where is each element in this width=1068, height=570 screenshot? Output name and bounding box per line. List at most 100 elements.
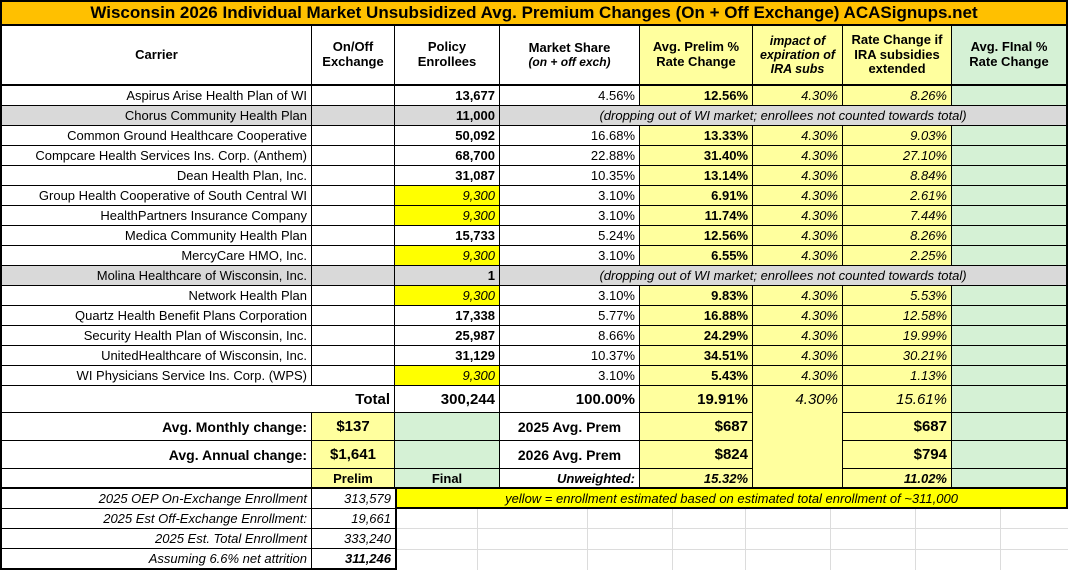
cell-enrollees[interactable]: 9,300 bbox=[395, 366, 500, 386]
cell-2025-avg-prem-label[interactable]: 2025 Avg. Prem bbox=[500, 413, 640, 441]
cell-onoff-exchange[interactable] bbox=[312, 186, 395, 206]
cell-onoff-exchange[interactable] bbox=[312, 266, 395, 286]
cell-rate-extended[interactable]: 9.03% bbox=[843, 126, 952, 146]
cell-2025-est-total-label[interactable]: 2025 Est. Total Enrollment bbox=[2, 529, 312, 548]
cell-prelim-rate[interactable]: 34.51% bbox=[640, 346, 753, 366]
cell-final-blank[interactable] bbox=[952, 441, 1066, 469]
cell-enrollees[interactable]: 9,300 bbox=[395, 186, 500, 206]
cell-market-share[interactable]: 3.10% bbox=[500, 246, 640, 266]
cell-carrier[interactable]: Common Ground Healthcare Cooperative bbox=[2, 126, 312, 146]
cell-rate-extended[interactable]: 8.26% bbox=[843, 226, 952, 246]
cell-enrollees[interactable]: 25,987 bbox=[395, 326, 500, 346]
cell-dropped-note[interactable]: (dropping out of WI market; enrollees no… bbox=[500, 266, 1066, 286]
cell-onoff-exchange[interactable] bbox=[312, 166, 395, 186]
cell-total-prelim-rate[interactable]: 19.91% bbox=[640, 386, 753, 413]
cell-onoff-exchange[interactable] bbox=[312, 306, 395, 326]
cell-final-rate[interactable] bbox=[952, 146, 1066, 166]
cell-market-share[interactable]: 5.24% bbox=[500, 226, 640, 246]
cell-carrier[interactable]: HealthPartners Insurance Company bbox=[2, 206, 312, 226]
cell-final-label[interactable]: Final bbox=[395, 469, 500, 487]
cell-enrollees[interactable]: 31,129 bbox=[395, 346, 500, 366]
cell-rate-extended[interactable]: 30.21% bbox=[843, 346, 952, 366]
cell-carrier[interactable]: Quartz Health Benefit Plans Corporation bbox=[2, 306, 312, 326]
cell-carrier[interactable]: MercyCare HMO, Inc. bbox=[2, 246, 312, 266]
cell-market-share[interactable]: 8.66% bbox=[500, 326, 640, 346]
cell-carrier[interactable]: Group Health Cooperative of South Centra… bbox=[2, 186, 312, 206]
cell-enrollees[interactable]: 68,700 bbox=[395, 146, 500, 166]
cell-final-blank[interactable] bbox=[952, 413, 1066, 441]
cell-onoff-exchange[interactable] bbox=[312, 206, 395, 226]
cell-onoff-exchange[interactable] bbox=[312, 326, 395, 346]
cell-final-rate[interactable] bbox=[952, 346, 1066, 366]
cell-onoff-exchange[interactable] bbox=[312, 146, 395, 166]
cell-final-blank[interactable] bbox=[395, 441, 500, 469]
cell-rate-extended[interactable]: 7.44% bbox=[843, 206, 952, 226]
cell-enrollees[interactable]: 50,092 bbox=[395, 126, 500, 146]
cell-market-share[interactable]: 3.10% bbox=[500, 206, 640, 226]
cell-rate-extended[interactable]: 8.84% bbox=[843, 166, 952, 186]
cell-prelim-rate[interactable]: 5.43% bbox=[640, 366, 753, 386]
cell-ira-impact[interactable]: 4.30% bbox=[753, 246, 843, 266]
cell-2025-oep-on-exchange-value[interactable]: 313,579 bbox=[344, 491, 391, 506]
cell-2026-avg-prem-label[interactable]: 2026 Avg. Prem bbox=[500, 441, 640, 469]
cell-onoff-exchange[interactable] bbox=[312, 246, 395, 266]
cell-prelim-rate[interactable]: 13.33% bbox=[640, 126, 753, 146]
cell-final-rate[interactable] bbox=[952, 306, 1066, 326]
cell-final-rate[interactable] bbox=[952, 246, 1066, 266]
cell-market-share[interactable]: 3.10% bbox=[500, 186, 640, 206]
cell-carrier[interactable]: WI Physicians Service Ins. Corp. (WPS) bbox=[2, 366, 312, 386]
cell-carrier[interactable]: Dean Health Plan, Inc. bbox=[2, 166, 312, 186]
cell-rate-extended[interactable]: 2.25% bbox=[843, 246, 952, 266]
cell-prelim-rate[interactable]: 11.74% bbox=[640, 206, 753, 226]
cell-market-share[interactable]: 3.10% bbox=[500, 366, 640, 386]
cell-total-ira-impact[interactable]: 4.30% bbox=[753, 386, 843, 413]
cell-rate-extended[interactable]: 1.13% bbox=[843, 366, 952, 386]
cell-rate-extended[interactable]: 19.99% bbox=[843, 326, 952, 346]
cell-rate-extended[interactable]: 8.26% bbox=[843, 86, 952, 106]
cell-avg-monthly-label[interactable]: Avg. Monthly change: bbox=[2, 413, 312, 441]
cell-ira-impact[interactable]: 4.30% bbox=[753, 126, 843, 146]
cell-final-rate[interactable] bbox=[952, 226, 1066, 246]
cell-2025-oep-on-exchange-label[interactable]: 2025 OEP On-Exchange Enrollment bbox=[2, 489, 312, 508]
cell-attrition-label[interactable]: Assuming 6.6% net attrition bbox=[2, 549, 312, 568]
cell-rate-extended[interactable]: 2.61% bbox=[843, 186, 952, 206]
cell-onoff-exchange[interactable] bbox=[312, 106, 395, 126]
cell-ira-impact[interactable]: 4.30% bbox=[753, 146, 843, 166]
cell-carrier[interactable]: Chorus Community Health Plan bbox=[2, 106, 312, 126]
cell-2026-avg-prem-extended[interactable]: $794 bbox=[843, 441, 952, 469]
cell-enrollees[interactable]: 1 bbox=[395, 266, 500, 286]
cell-total-final-rate[interactable] bbox=[952, 386, 1066, 413]
cell-carrier[interactable]: Medica Community Health Plan bbox=[2, 226, 312, 246]
cell-total-market-share[interactable]: 100.00% bbox=[500, 386, 640, 413]
cell-enrollees[interactable]: 31,087 bbox=[395, 166, 500, 186]
cell-enrollees[interactable]: 15,733 bbox=[395, 226, 500, 246]
cell-ira-impact-blank[interactable] bbox=[753, 469, 843, 487]
cell-rate-extended[interactable]: 27.10% bbox=[843, 146, 952, 166]
cell-prelim-rate[interactable]: 31.40% bbox=[640, 146, 753, 166]
cell-ira-impact-blank[interactable] bbox=[753, 441, 843, 469]
cell-prelim-label[interactable]: Prelim bbox=[312, 469, 395, 487]
cell-final-blank[interactable] bbox=[952, 469, 1066, 487]
cell-prelim-rate[interactable]: 9.83% bbox=[640, 286, 753, 306]
cell-final-rate[interactable] bbox=[952, 166, 1066, 186]
cell-carrier[interactable]: Compcare Health Services Ins. Corp. (Ant… bbox=[2, 146, 312, 166]
cell-avg-monthly-value[interactable]: $137 bbox=[312, 413, 395, 441]
cell-enrollees[interactable]: 9,300 bbox=[395, 286, 500, 306]
cell-dropped-note[interactable]: (dropping out of WI market; enrollees no… bbox=[500, 106, 1066, 126]
cell-market-share[interactable]: 10.37% bbox=[500, 346, 640, 366]
cell-avg-annual-label[interactable]: Avg. Annual change: bbox=[2, 441, 312, 469]
cell-carrier[interactable]: Aspirus Arise Health Plan of WI bbox=[2, 86, 312, 106]
cell-final-rate[interactable] bbox=[952, 326, 1066, 346]
cell-2025-avg-prem-extended[interactable]: $687 bbox=[843, 413, 952, 441]
cell-unweighted-extended[interactable]: 11.02% bbox=[843, 469, 952, 487]
cell-ira-impact[interactable]: 4.30% bbox=[753, 166, 843, 186]
cell-market-share[interactable]: 16.68% bbox=[500, 126, 640, 146]
cell-total-label[interactable]: Total bbox=[2, 386, 395, 413]
cell-carrier[interactable]: Molina Healthcare of Wisconsin, Inc. bbox=[2, 266, 312, 286]
cell-onoff-exchange[interactable] bbox=[312, 346, 395, 366]
cell-enrollees[interactable]: 9,300 bbox=[395, 246, 500, 266]
cell-ira-impact[interactable]: 4.30% bbox=[753, 326, 843, 346]
cell-final-rate[interactable] bbox=[952, 126, 1066, 146]
cell-prelim-rate[interactable]: 12.56% bbox=[640, 226, 753, 246]
cell-onoff-exchange[interactable] bbox=[312, 126, 395, 146]
